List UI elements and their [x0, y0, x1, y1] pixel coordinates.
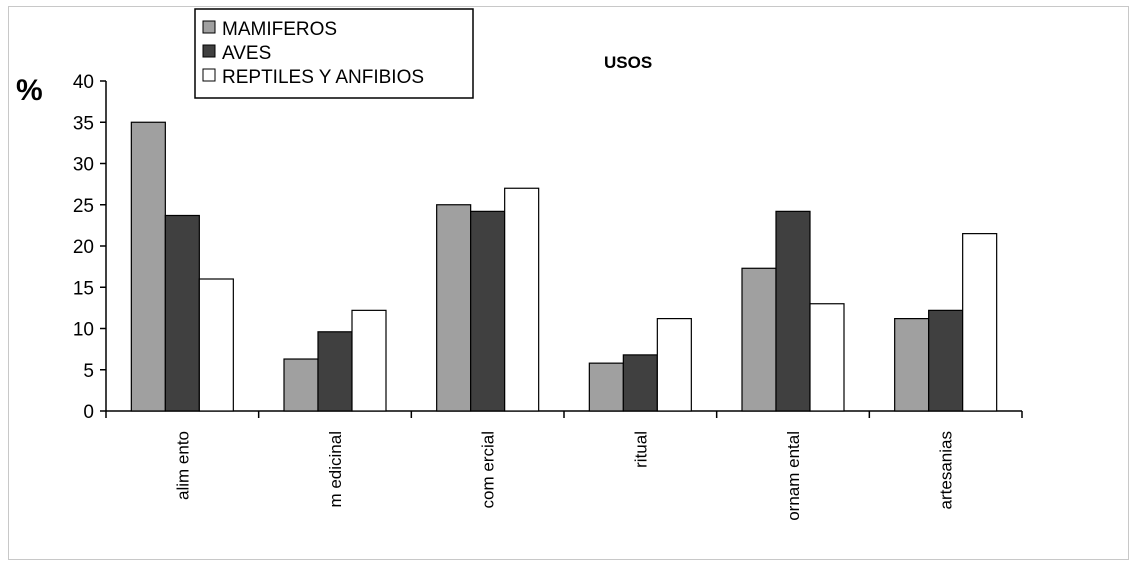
y-tick-label: 40	[73, 72, 94, 93]
bar-medicinal-aves	[317, 331, 353, 412]
bar-ritual-mamiferos	[588, 362, 624, 412]
bar-medicinal-mamiferos	[283, 358, 319, 412]
y-tick-label: 20	[73, 237, 94, 258]
bar-alimento-reptiles-y-anfibios	[198, 278, 234, 412]
category-label-ritual: ritual	[631, 431, 650, 468]
bar-comercial-mamiferos	[436, 204, 472, 412]
category-label-medicinal: m edicinal	[326, 431, 345, 508]
y-tick-label: 35	[73, 113, 94, 134]
category-label-alimento: alim ento	[173, 431, 192, 500]
y-axis-unit-label: %	[16, 74, 43, 107]
bar-ritual-aves	[622, 354, 658, 412]
bar-medicinal-reptiles-y-anfibios	[351, 309, 387, 412]
category-label-comercial: com ercial	[479, 431, 498, 508]
bar-comercial-reptiles-y-anfibios	[504, 187, 540, 412]
category-label-ornamental: ornam ental	[784, 431, 803, 521]
bar-ornamental-mamiferos	[741, 267, 777, 412]
bar-ornamental-aves	[775, 210, 811, 412]
y-tick-label: 25	[73, 196, 94, 217]
chart-frame	[8, 6, 1129, 560]
bar-artesanias-aves	[928, 309, 964, 412]
y-tick-label: 5	[83, 361, 94, 382]
bar-alimento-aves	[164, 214, 200, 412]
bar-artesanias-mamiferos	[894, 318, 930, 412]
legend-swatch-reptiles-y-anfibios	[202, 68, 216, 82]
bar-ornamental-reptiles-y-anfibios	[809, 303, 845, 412]
bars	[130, 121, 998, 412]
bar-alimento-mamiferos	[130, 121, 166, 412]
y-tick-label: 30	[73, 155, 94, 176]
y-tick-label: 0	[83, 402, 94, 423]
legend-label-aves: AVES	[222, 43, 271, 64]
bar-comercial-aves	[470, 210, 506, 412]
y-tick-label: 15	[73, 278, 94, 299]
chart-title: USOS	[604, 53, 652, 72]
legend-box	[194, 8, 474, 99]
y-axis: 0 5 10 15 20 25 30 35 40	[73, 72, 107, 423]
y-tick-label: 10	[73, 320, 94, 341]
legend-label-mamiferos: MAMIFEROS	[222, 19, 337, 40]
legend: MAMIFEROS AVES REPTILES Y ANFIBIOS	[194, 8, 474, 99]
legend-swatch-mamiferos	[202, 20, 216, 34]
legend-label-reptiles-y-anfibios: REPTILES Y ANFIBIOS	[222, 67, 424, 88]
x-axis	[105, 410, 1023, 418]
legend-swatch-aves	[202, 44, 216, 58]
category-label-artesanias: artesanias	[937, 431, 956, 509]
category-labels: alim ento m edicinal com ercial ritual ornam…	[173, 431, 955, 521]
bar-ritual-reptiles-y-anfibios	[656, 318, 692, 412]
bar-artesanias-reptiles-y-anfibios	[962, 233, 998, 412]
